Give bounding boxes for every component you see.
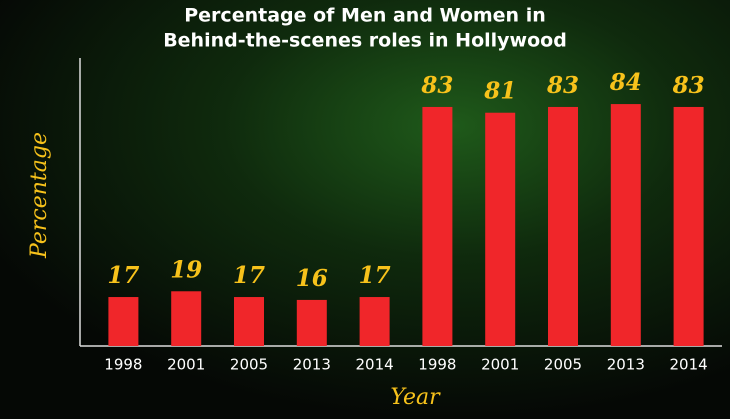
bar: [673, 106, 704, 347]
value-label: 84: [609, 69, 642, 96]
value-label: 83: [672, 72, 705, 99]
value-label: 81: [483, 78, 516, 105]
x-tick-label: 2013: [607, 356, 645, 374]
y-axis-label: Percentage: [27, 132, 52, 259]
x-tick-label: 2005: [544, 356, 582, 374]
bar: [108, 297, 139, 346]
x-axis-label: Year: [390, 385, 441, 410]
x-tick-label: 2014: [670, 356, 708, 374]
bar: [234, 297, 264, 346]
value-label: 16: [296, 265, 328, 292]
value-label: 17: [359, 262, 391, 289]
x-tick-label: 2001: [167, 356, 205, 374]
value-label: 17: [107, 262, 139, 289]
x-tick-label: 2001: [481, 356, 519, 374]
x-tick-label: 2014: [356, 356, 394, 374]
value-label: 17: [233, 262, 265, 289]
bar: [359, 297, 390, 346]
value-label: 19: [170, 256, 202, 283]
x-tick-label: 1998: [418, 356, 456, 374]
bar: [548, 106, 578, 347]
bar: [422, 106, 453, 347]
bar: [485, 112, 516, 346]
bar: [610, 104, 641, 346]
bar: [171, 291, 202, 346]
x-tick-label: 2013: [293, 356, 331, 374]
chart-title: Behind-the-scenes roles in Hollywood: [163, 30, 567, 52]
value-label: 83: [546, 72, 579, 99]
x-tick-label: 1998: [104, 356, 142, 374]
bar: [296, 299, 327, 346]
chart-title: Percentage of Men and Women in: [184, 5, 546, 27]
x-tick-label: 2005: [230, 356, 268, 374]
value-label: 83: [420, 72, 453, 99]
